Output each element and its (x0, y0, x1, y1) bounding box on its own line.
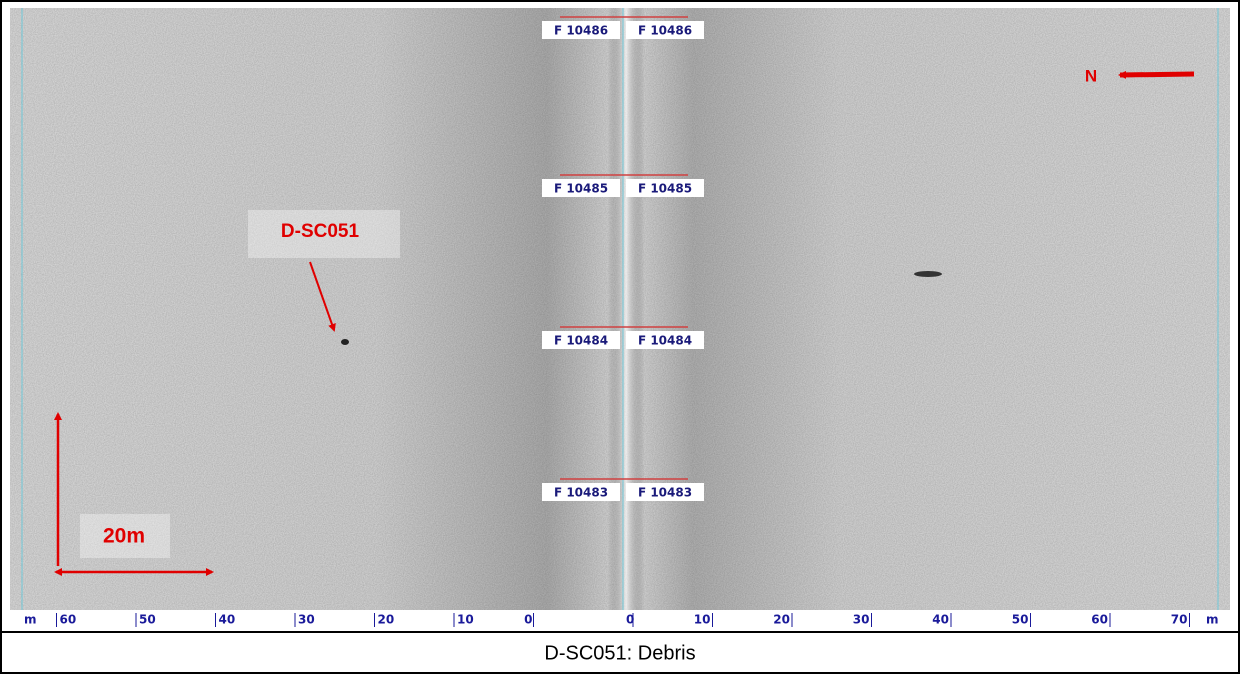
north-arrow (1118, 70, 1195, 79)
ruler-labels: m706050403020100010203040506070m (24, 613, 1219, 627)
ruler-label: 30 (298, 613, 315, 627)
scale-bg (80, 514, 170, 558)
ruler-label: 10 (457, 613, 474, 627)
label-bg (248, 210, 400, 258)
target-blob (341, 339, 349, 345)
ruler (10, 610, 1230, 630)
fix-box (626, 483, 704, 501)
fixes: F 10486 F 10486 F 10485 F 10485 F 10484 F 104… (542, 16, 704, 501)
fix-box (626, 21, 704, 39)
fix-label: F 10484 (554, 334, 608, 348)
ruler-label: 40 (219, 613, 236, 627)
ruler-label: 20 (773, 613, 790, 627)
ruler-label: 30 (853, 613, 870, 627)
fix-label: F 10483 (554, 486, 608, 500)
scale-label: 20m (103, 525, 145, 548)
ruler-label: 60 (60, 613, 77, 627)
target-arrow (309, 261, 336, 332)
fix-box (542, 179, 620, 197)
blob (914, 271, 942, 277)
fix-box (542, 21, 620, 39)
ruler-label: m (24, 613, 37, 627)
ruler-label: 0 (626, 613, 634, 627)
fix-box (626, 179, 704, 197)
target-label: D-SC051 (281, 221, 360, 242)
fix-label: F 10485 (638, 182, 692, 196)
ruler-label: 60 (1091, 613, 1108, 627)
fix-box (626, 331, 704, 349)
ruler-label: 50 (139, 613, 156, 627)
caption: D-SC051: Debris (544, 642, 695, 664)
ruler-label: 40 (932, 613, 949, 627)
ruler-label: m (1206, 613, 1219, 627)
fix-label: F 10486 (554, 24, 608, 38)
ruler-label: 70 (1171, 613, 1188, 627)
ruler-label: 50 (1012, 613, 1029, 627)
sonar-image (10, 8, 1230, 630)
fix-label: F 10484 (638, 334, 692, 348)
ruler-label: 10 (694, 613, 711, 627)
fix-label: F 10486 (638, 24, 692, 38)
north-label: N (1085, 66, 1097, 85)
fix-box (542, 331, 620, 349)
fix-box (542, 483, 620, 501)
ruler-label: 0 (524, 613, 532, 627)
fix-label: F 10485 (554, 182, 608, 196)
fix-label: F 10483 (638, 486, 692, 500)
ruler-label: 20 (378, 613, 395, 627)
